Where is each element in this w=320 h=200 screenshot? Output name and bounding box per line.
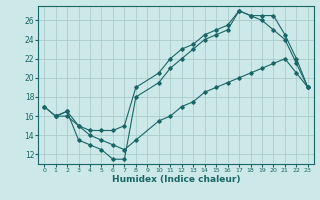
- X-axis label: Humidex (Indice chaleur): Humidex (Indice chaleur): [112, 175, 240, 184]
